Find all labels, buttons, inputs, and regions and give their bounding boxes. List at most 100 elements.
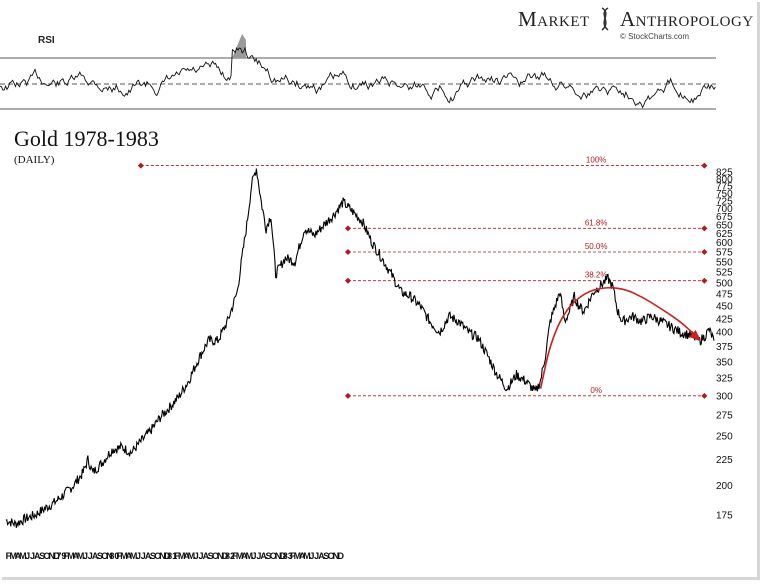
x-tick-label: J [83,551,88,561]
fib-marker [701,392,708,399]
fib-label: 100% [586,156,606,165]
y-tick-label: 325 [716,374,733,385]
x-tick-label: J [252,551,257,561]
x-tick-label: O [43,551,50,561]
chart-subtitle: (DAILY) [14,154,55,166]
y-tick-label: 375 [716,342,733,353]
brand-right: Anthropology [620,7,754,31]
fib-marker [701,248,708,255]
x-tick-label: M [294,551,302,561]
x-tick-label: A [318,551,325,561]
x-tick-label: M [120,551,128,561]
y-tick-label: 800 [716,174,733,185]
x-tick-label: O [154,551,161,561]
x-tick-label: F [63,551,69,561]
x-tick-label: M [67,551,75,561]
y-tick-label: 350 [716,357,733,368]
price-series [5,168,715,528]
x-tick-label: S [97,551,103,561]
x-tick-label: A [126,551,133,561]
x-tick-label: D [280,551,287,561]
x-tick-label: S [323,551,329,561]
brand-credit: © StockCharts.com [620,32,689,41]
rsi-panel: RSI [0,34,716,110]
x-tick-label: 83 [283,551,293,561]
x-tick-label: N [159,551,166,561]
y-tick-label: 675 [716,212,733,223]
fib-marker [137,162,144,169]
x-tick-label: M [77,551,85,561]
fib-marker [344,225,351,232]
x-tick-label: N [333,551,340,561]
trend-arc-arrowhead [688,330,701,342]
x-tick-label: M [188,551,196,561]
y-tick-label: 575 [716,247,733,258]
rsi-label: RSI [38,35,55,46]
x-tick-label: J [30,551,35,561]
x-tick-label: J [199,551,204,561]
x-tick-label: J [314,551,319,561]
x-tick-label: 81 [167,551,177,561]
x-tick-label: A [73,551,80,561]
x-tick-label: O [270,551,277,561]
trend-arc [539,286,696,389]
fib-label: 61.8% [585,218,608,227]
x-tick-label: N [217,551,224,561]
y-tick-label: 775 [716,182,733,193]
y-tick-label: 300 [716,391,733,402]
x-tick-label: D [337,551,344,561]
y-tick-label: 600 [716,238,733,249]
y-tick-label: 225 [716,455,733,466]
y-tick-label: 625 [716,229,733,240]
x-tick-label: S [265,551,271,561]
y-tick-label: 400 [716,328,733,339]
x-tick-label: D [53,551,60,561]
y-tick-label: 825 [716,168,733,179]
x-tick-label: O [101,551,108,561]
x-tick-label: O [212,551,219,561]
y-tick-label: 500 [716,278,733,289]
y-tick-label: 425 [716,314,733,325]
y-tick-label: 450 [716,302,733,313]
rsi-overbought-fill [232,34,246,58]
x-tick-label: A [299,551,306,561]
x-tick-label: J [141,551,146,561]
dna-helix-icon [601,7,609,31]
x-tick-label: A [145,551,152,561]
x-tick-label: M [178,551,186,561]
x-tick-label: N [49,551,56,561]
x-tick-label: A [15,551,22,561]
x-tick-label: M [303,551,311,561]
fib-marker [344,248,351,255]
y-tick-label: 200 [716,481,733,492]
x-tick-label: J [136,551,141,561]
x-tick-label: N [275,551,282,561]
x-tick-label: J [309,551,314,561]
y-tick-label: 700 [716,204,733,215]
fibonacci-levels: 100% 61.8% 50.0% 38.2% 0% [137,156,708,399]
x-tick-label: M [130,551,138,561]
x-tick-label: A [260,551,267,561]
x-tick-label: 82 [225,551,235,561]
x-tick-label: A [34,551,41,561]
x-tick-label: S [208,551,214,561]
y-tick-label: 750 [716,189,733,200]
y-tick-label: 275 [716,411,733,422]
fib-label: 0% [590,386,602,395]
x-tick-label: N [106,551,113,561]
fib-marker [701,225,708,232]
x-tick-label: F [232,551,238,561]
frame-shadow [2,2,760,580]
x-tick-label: A [183,551,190,561]
x-tick-label: 79 [56,551,66,561]
fib-marker [344,277,351,284]
x-tick-label: F [290,551,296,561]
x-tick-label: M [245,551,253,561]
fib-label: 50.0% [585,242,608,251]
y-tick-label: 175 [716,510,733,521]
fib-label: 38.2% [585,271,608,280]
chart-title: Gold 1978-1983 [14,126,159,151]
